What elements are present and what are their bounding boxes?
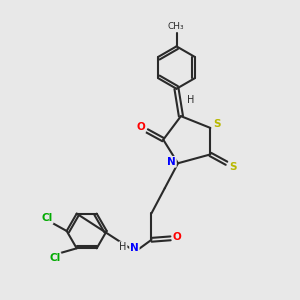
Text: O: O [173,232,182,242]
Text: O: O [136,122,145,132]
Text: Cl: Cl [49,253,61,263]
Text: H: H [119,242,127,252]
Text: S: S [213,119,220,129]
Text: Cl: Cl [41,213,52,223]
Text: H: H [188,94,195,104]
Text: N: N [167,157,176,167]
Text: N: N [130,243,139,253]
Text: S: S [229,162,237,172]
Text: CH₃: CH₃ [168,22,184,31]
